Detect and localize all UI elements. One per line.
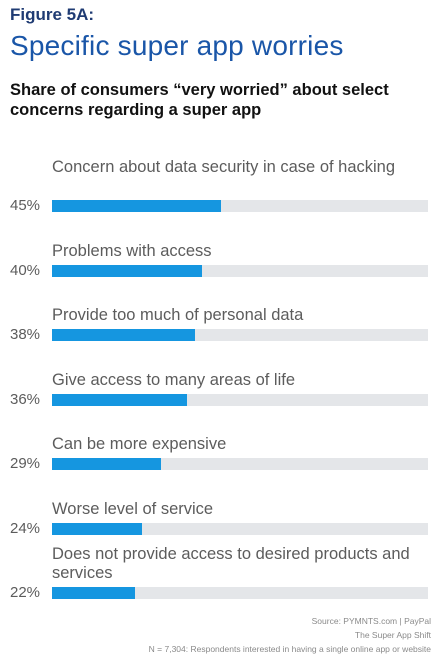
value-label: 29% bbox=[10, 455, 41, 472]
bar bbox=[52, 587, 135, 599]
value-label: 24% bbox=[10, 519, 41, 537]
category-label: Problems with access bbox=[52, 241, 212, 260]
bar bbox=[52, 200, 222, 212]
bar bbox=[52, 522, 143, 535]
category-label: Give access to many areas of life bbox=[52, 370, 296, 389]
bar bbox=[52, 393, 188, 406]
bar-track bbox=[52, 587, 428, 599]
bar-track bbox=[52, 458, 428, 470]
bar-track bbox=[52, 264, 428, 277]
figure-label: Figure 5A: bbox=[10, 5, 95, 24]
category-label: Worse level of service bbox=[52, 499, 214, 518]
value-label: 36% bbox=[10, 390, 41, 408]
bar bbox=[52, 329, 195, 341]
bar-track bbox=[52, 200, 428, 212]
category-label: Can be more expensive bbox=[52, 435, 227, 453]
value-label: 22% bbox=[10, 584, 41, 601]
bar bbox=[52, 458, 162, 470]
category-label: Provide too much of personal data bbox=[52, 306, 304, 324]
value-label: 40% bbox=[10, 261, 41, 279]
value-label: 45% bbox=[10, 197, 41, 214]
bar bbox=[52, 264, 203, 277]
sample-note: N = 7,304: Respondents interested in hav… bbox=[148, 644, 431, 654]
source-block: Source: PYMNTS.com | PayPal The Super Ap… bbox=[11, 614, 431, 656]
bar-track bbox=[52, 393, 428, 406]
bar-track bbox=[52, 329, 428, 341]
chart-title: Specific super app worries bbox=[10, 30, 344, 61]
bar-track bbox=[52, 522, 428, 535]
value-label: 38% bbox=[10, 326, 41, 343]
category-label: Concern about data security in case of h… bbox=[52, 158, 396, 176]
report-name: The Super App Shift bbox=[354, 630, 431, 640]
chart-subtitle: Share of consumers “very worried” about … bbox=[10, 81, 389, 119]
category-label: Does not provide access to desired produ… bbox=[52, 545, 410, 582]
source-text: Source: PYMNTS.com | PayPal bbox=[311, 616, 431, 626]
